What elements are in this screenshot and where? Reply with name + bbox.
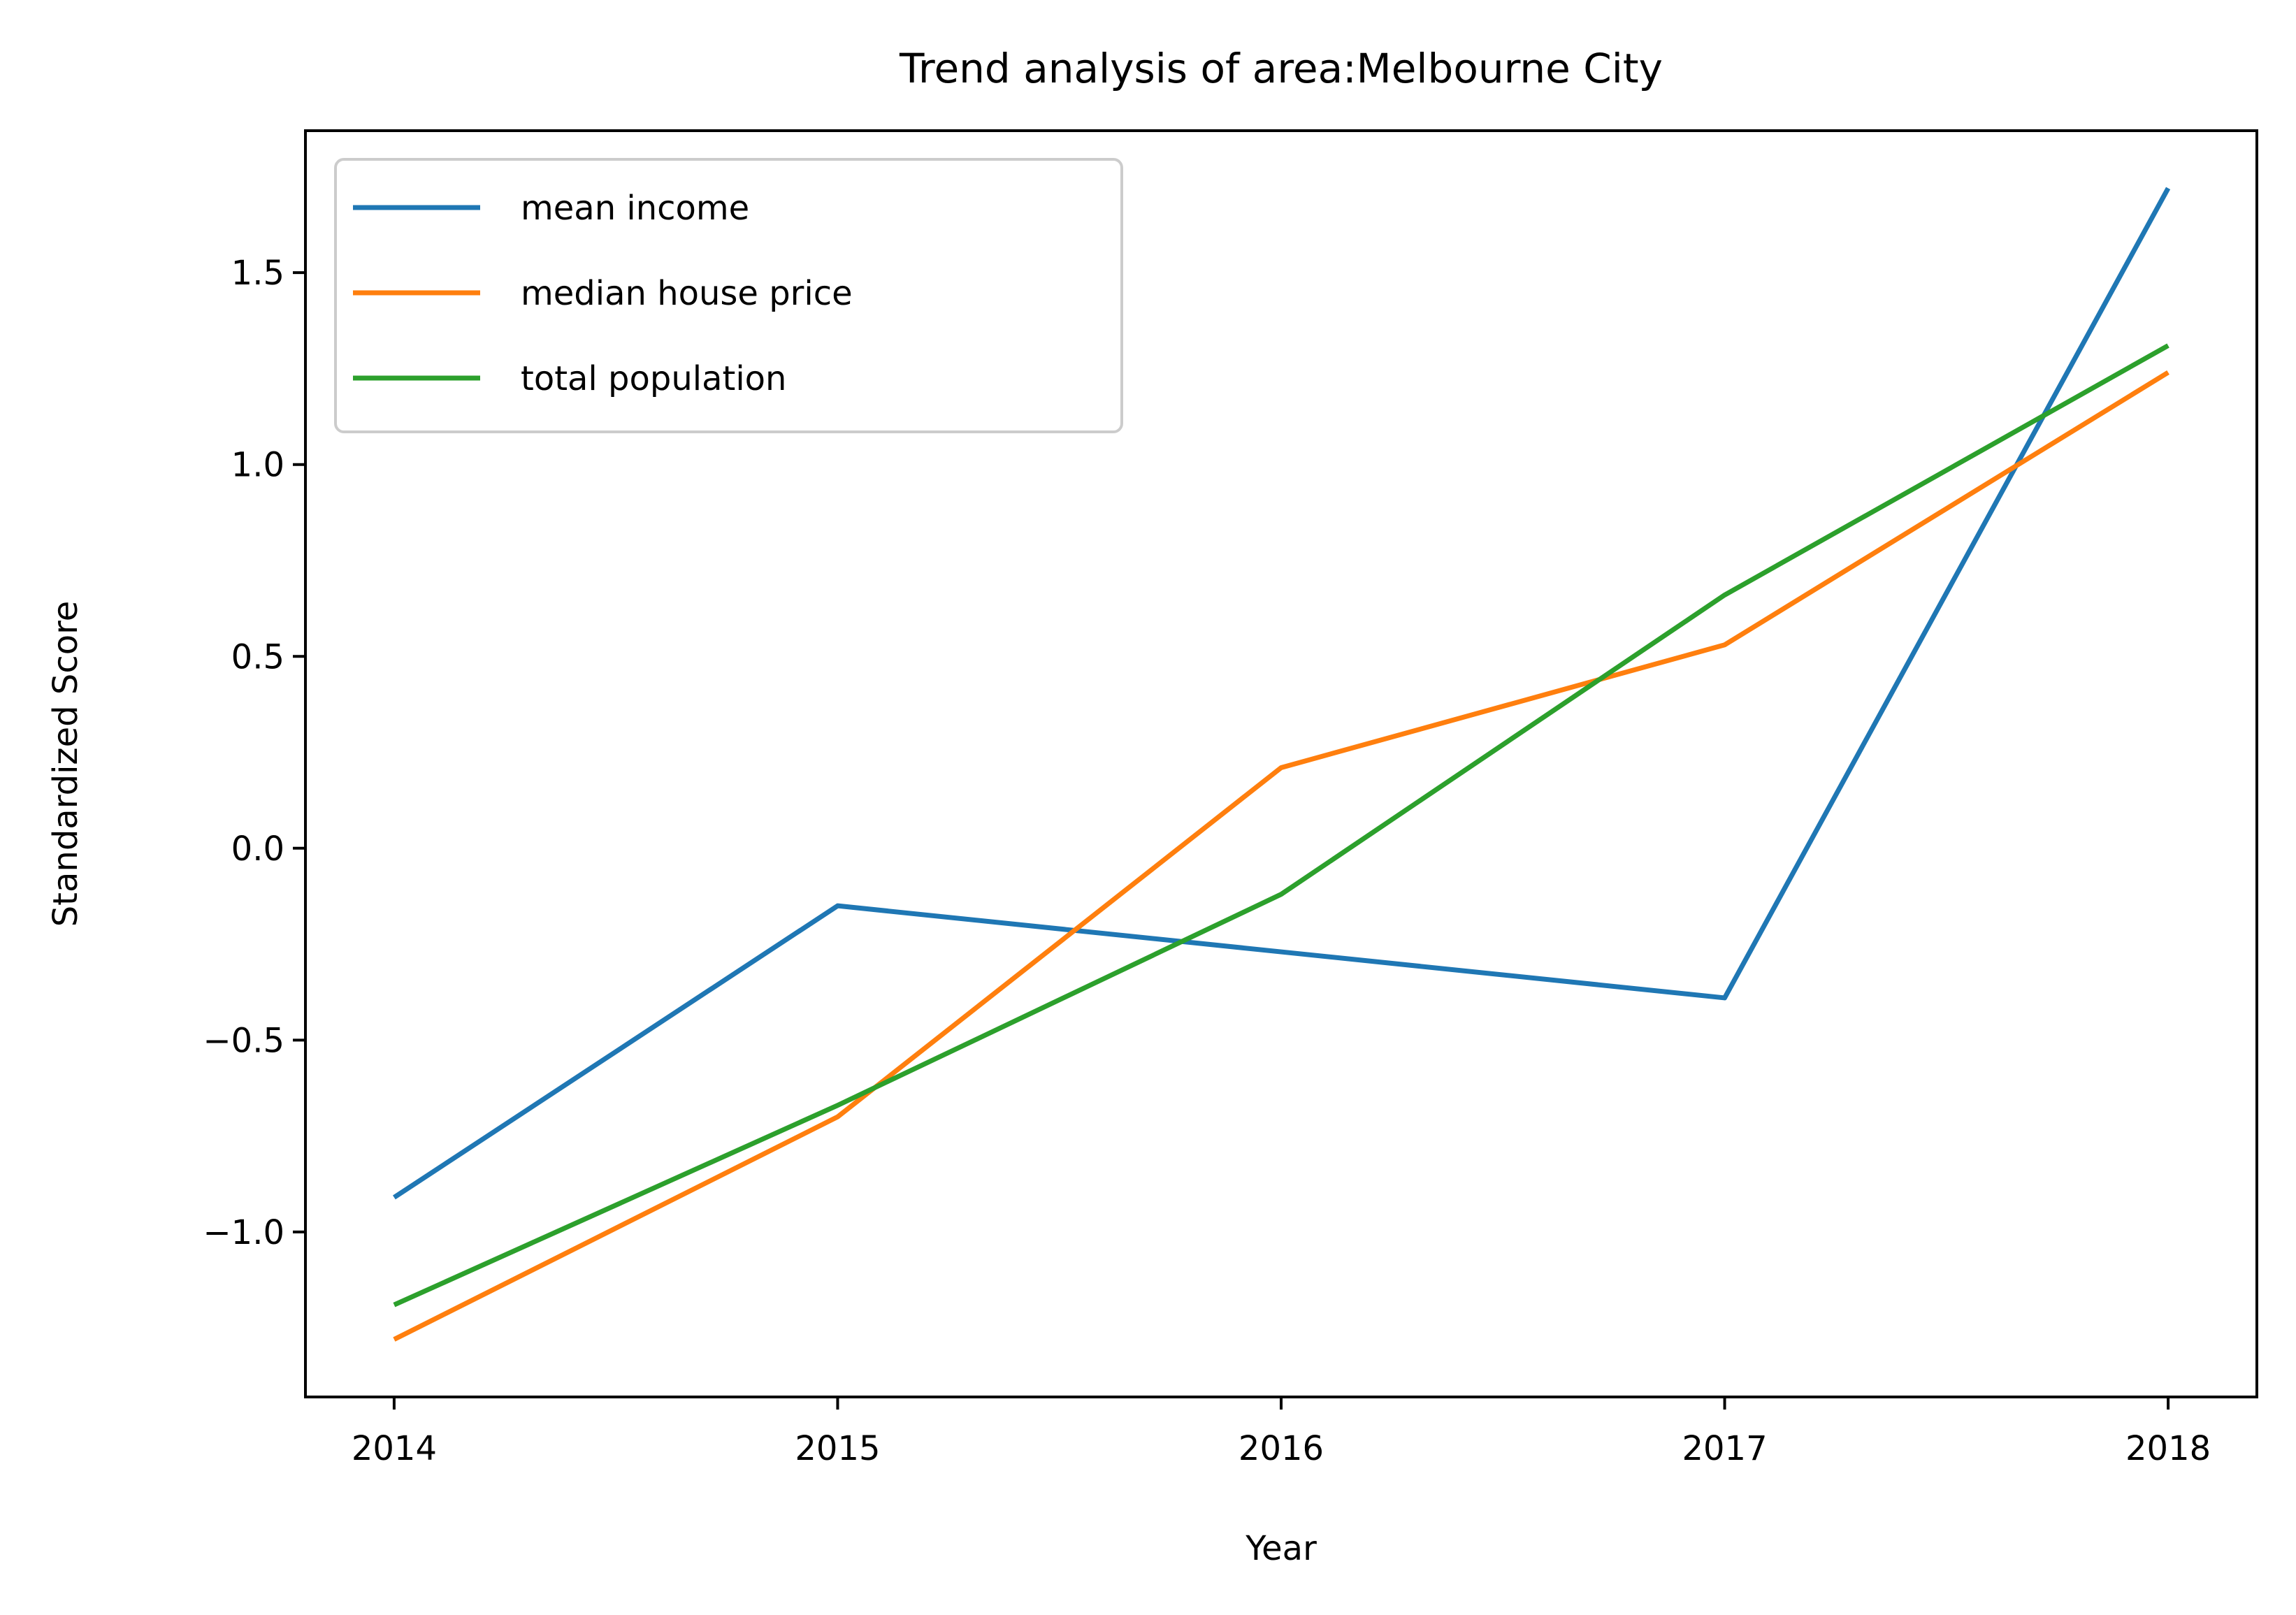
legend: mean income median house price total popul… bbox=[334, 158, 1123, 433]
y-tick-label: 0.5 bbox=[231, 637, 284, 676]
plot-frame bbox=[304, 129, 2258, 1398]
legend-frame bbox=[334, 158, 1123, 433]
x-tick-label: 2018 bbox=[2125, 1429, 2211, 1468]
y-tick-label: 1.0 bbox=[231, 446, 284, 485]
x-axis-label: Year bbox=[1245, 1529, 1317, 1568]
series-line bbox=[393, 370, 2169, 1342]
y-tick-label: 0.0 bbox=[231, 830, 284, 869]
y-tick-label: 1.5 bbox=[231, 254, 284, 293]
x-tick-label: 2017 bbox=[1682, 1429, 1767, 1468]
series-line bbox=[392, 187, 2171, 1200]
legend-label: total population bbox=[521, 359, 786, 398]
y-tick-label: −0.5 bbox=[203, 1021, 284, 1060]
y-tick-label: −1.0 bbox=[203, 1213, 284, 1252]
legend-label: median house price bbox=[521, 274, 853, 313]
x-tick-label: 2014 bbox=[352, 1429, 437, 1468]
series-line bbox=[393, 343, 2169, 1308]
legend-label: mean income bbox=[521, 189, 749, 228]
x-tick-label: 2015 bbox=[795, 1429, 880, 1468]
y-axis-label: Standardized Score bbox=[46, 601, 85, 927]
chart-title: Trend analysis of area:Melbourne City bbox=[899, 45, 1663, 92]
x-tick-label: 2016 bbox=[1239, 1429, 1324, 1468]
